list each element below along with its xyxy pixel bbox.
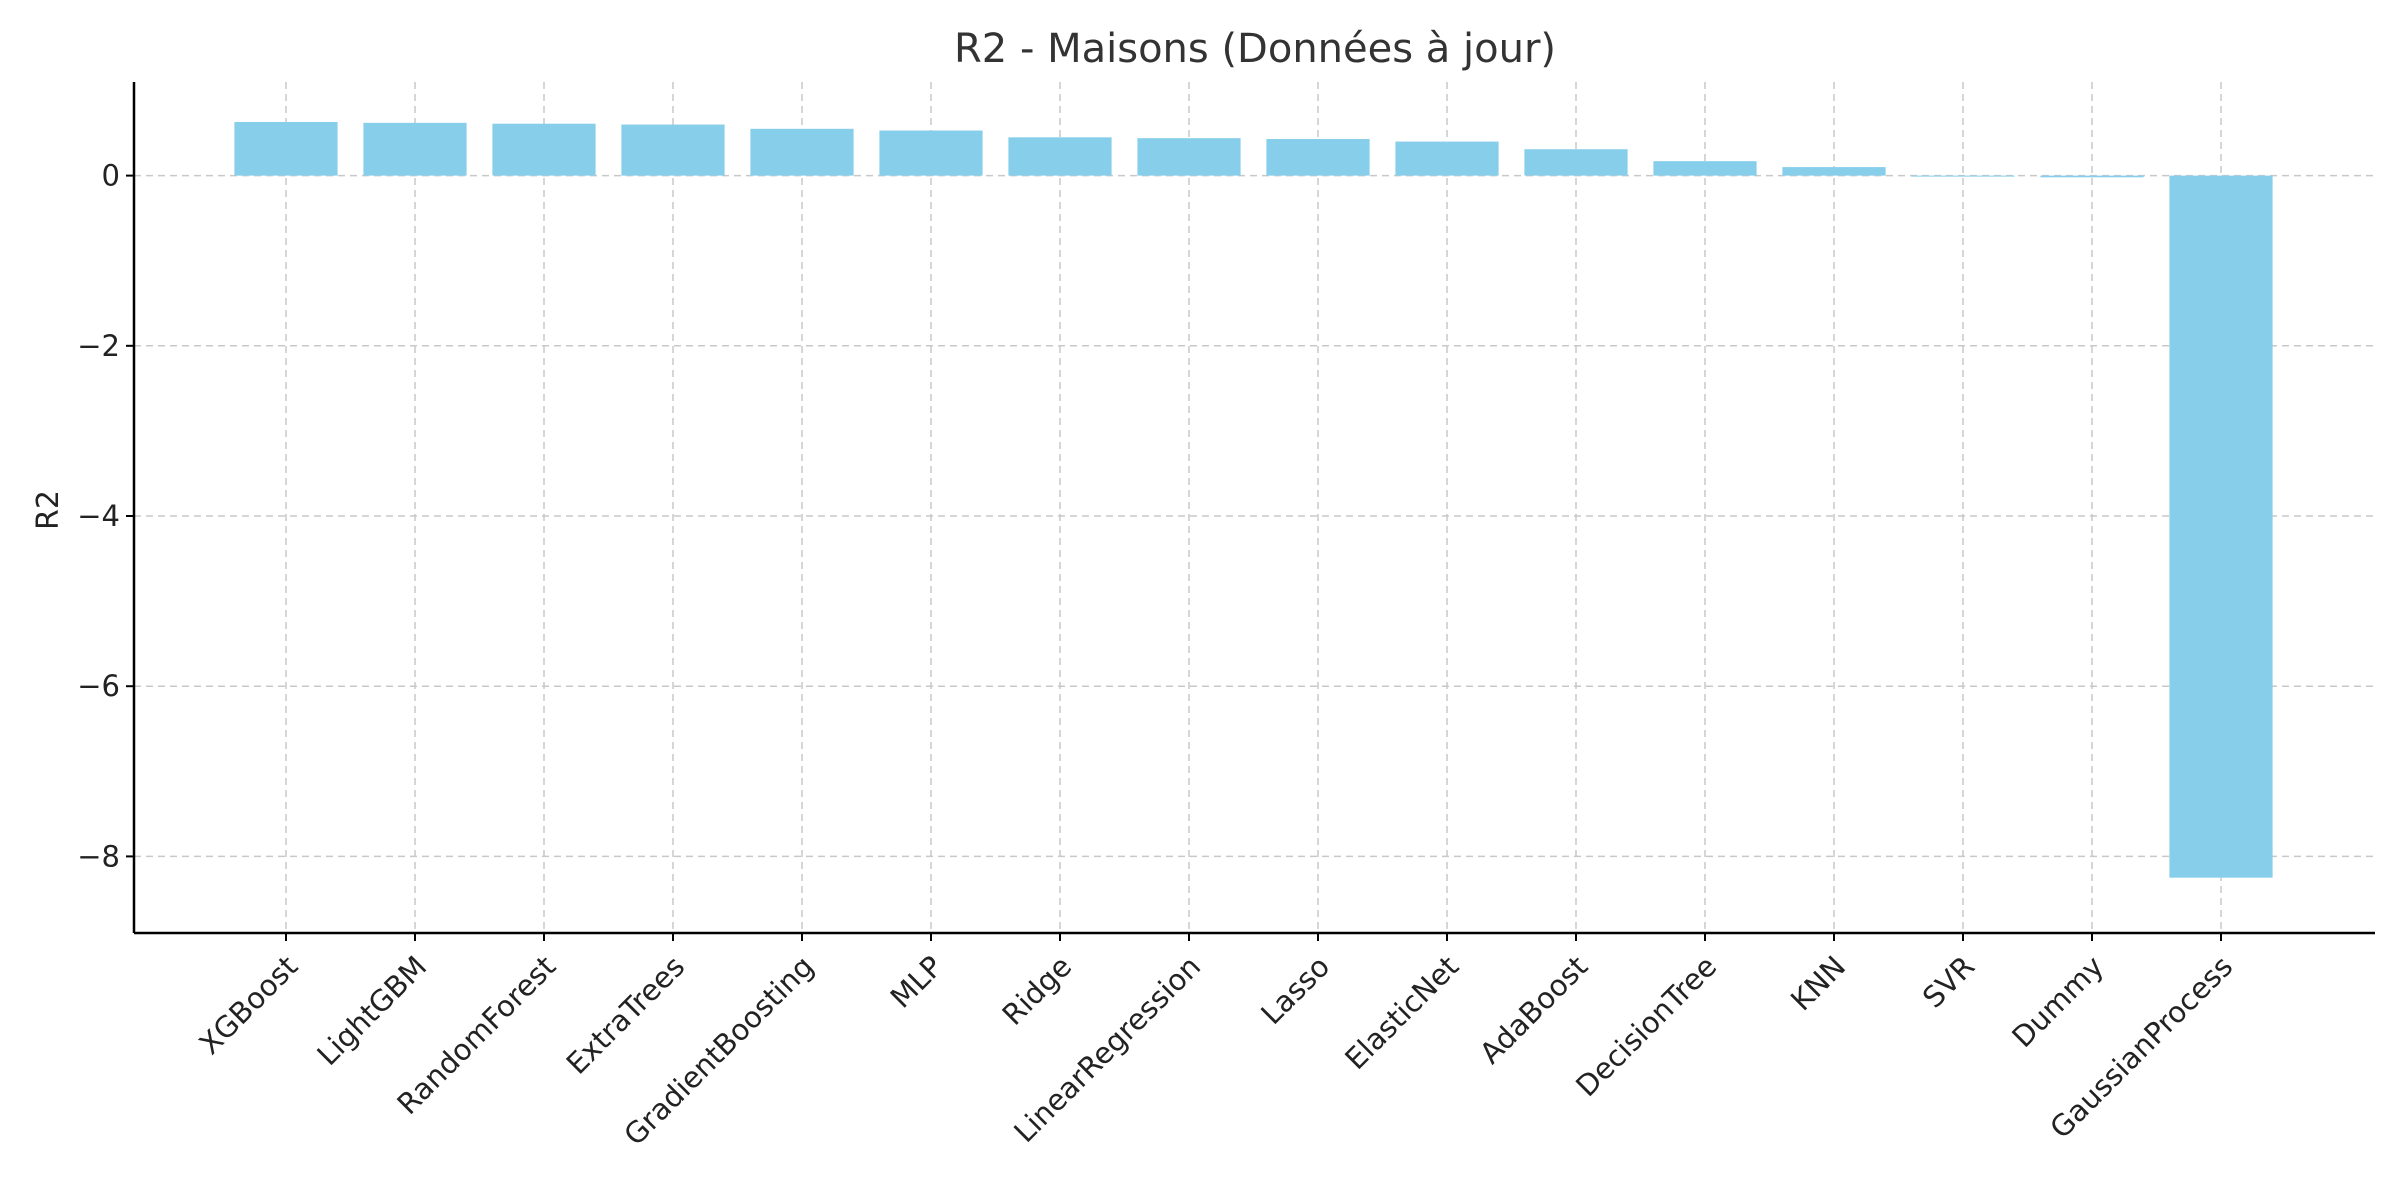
x-tick-label: XGBoost — [192, 949, 304, 1061]
y-tick-label: −2 — [77, 329, 120, 363]
bar-mlp — [879, 130, 983, 176]
x-tick-label: KNN — [1784, 949, 1852, 1017]
bar-lasso — [1266, 139, 1370, 176]
y-tick-label: −6 — [77, 669, 120, 703]
bar-elasticnet — [1395, 141, 1499, 176]
bar-decisiontree — [1653, 161, 1757, 176]
x-tick-label: AdaBoost — [1473, 949, 1594, 1070]
y-tick-label: 0 — [102, 159, 120, 193]
bar-extratrees — [621, 124, 725, 176]
grid-lines — [134, 82, 2375, 933]
x-ticks: XGBoost LightGBMRandomForestExtraTreesGra… — [192, 933, 2239, 1152]
bar-gaussianprocess — [2169, 175, 2273, 878]
bar-dummy — [2040, 175, 2144, 178]
y-axis-label: R2 — [31, 490, 66, 530]
x-tick-label: MLP — [884, 949, 950, 1015]
bar-randomforest — [492, 123, 596, 176]
bar-linearregression — [1137, 138, 1241, 176]
bar-lightgbm — [363, 122, 467, 176]
bar-svr — [1911, 175, 2015, 177]
x-tick-label: LightGBM — [310, 949, 433, 1072]
bar-knn — [1782, 167, 1886, 176]
x-tick-label: Dummy — [2005, 949, 2110, 1054]
y-tick-label: −8 — [77, 839, 120, 873]
bar-gradientboosting — [750, 128, 854, 176]
x-tick-label: ExtraTrees — [560, 949, 692, 1081]
bar-adaboost — [1524, 149, 1628, 176]
bars — [234, 121, 2273, 878]
x-tick-label: Ridge — [996, 949, 1079, 1032]
x-tick-label: SVR — [1916, 949, 1981, 1014]
y-ticks: 0 −2 −4 −6 −8 — [77, 159, 134, 873]
bar-ridge — [1008, 137, 1112, 176]
chart-title: R2 - Maisons (Données à jour) — [954, 26, 1556, 72]
x-tick-label: Lasso — [1254, 949, 1336, 1031]
y-tick-label: −4 — [77, 499, 120, 533]
axes — [132, 82, 2375, 935]
x-tick-label: ElasticNet — [1338, 949, 1465, 1076]
bar-xgboost — [234, 121, 338, 176]
